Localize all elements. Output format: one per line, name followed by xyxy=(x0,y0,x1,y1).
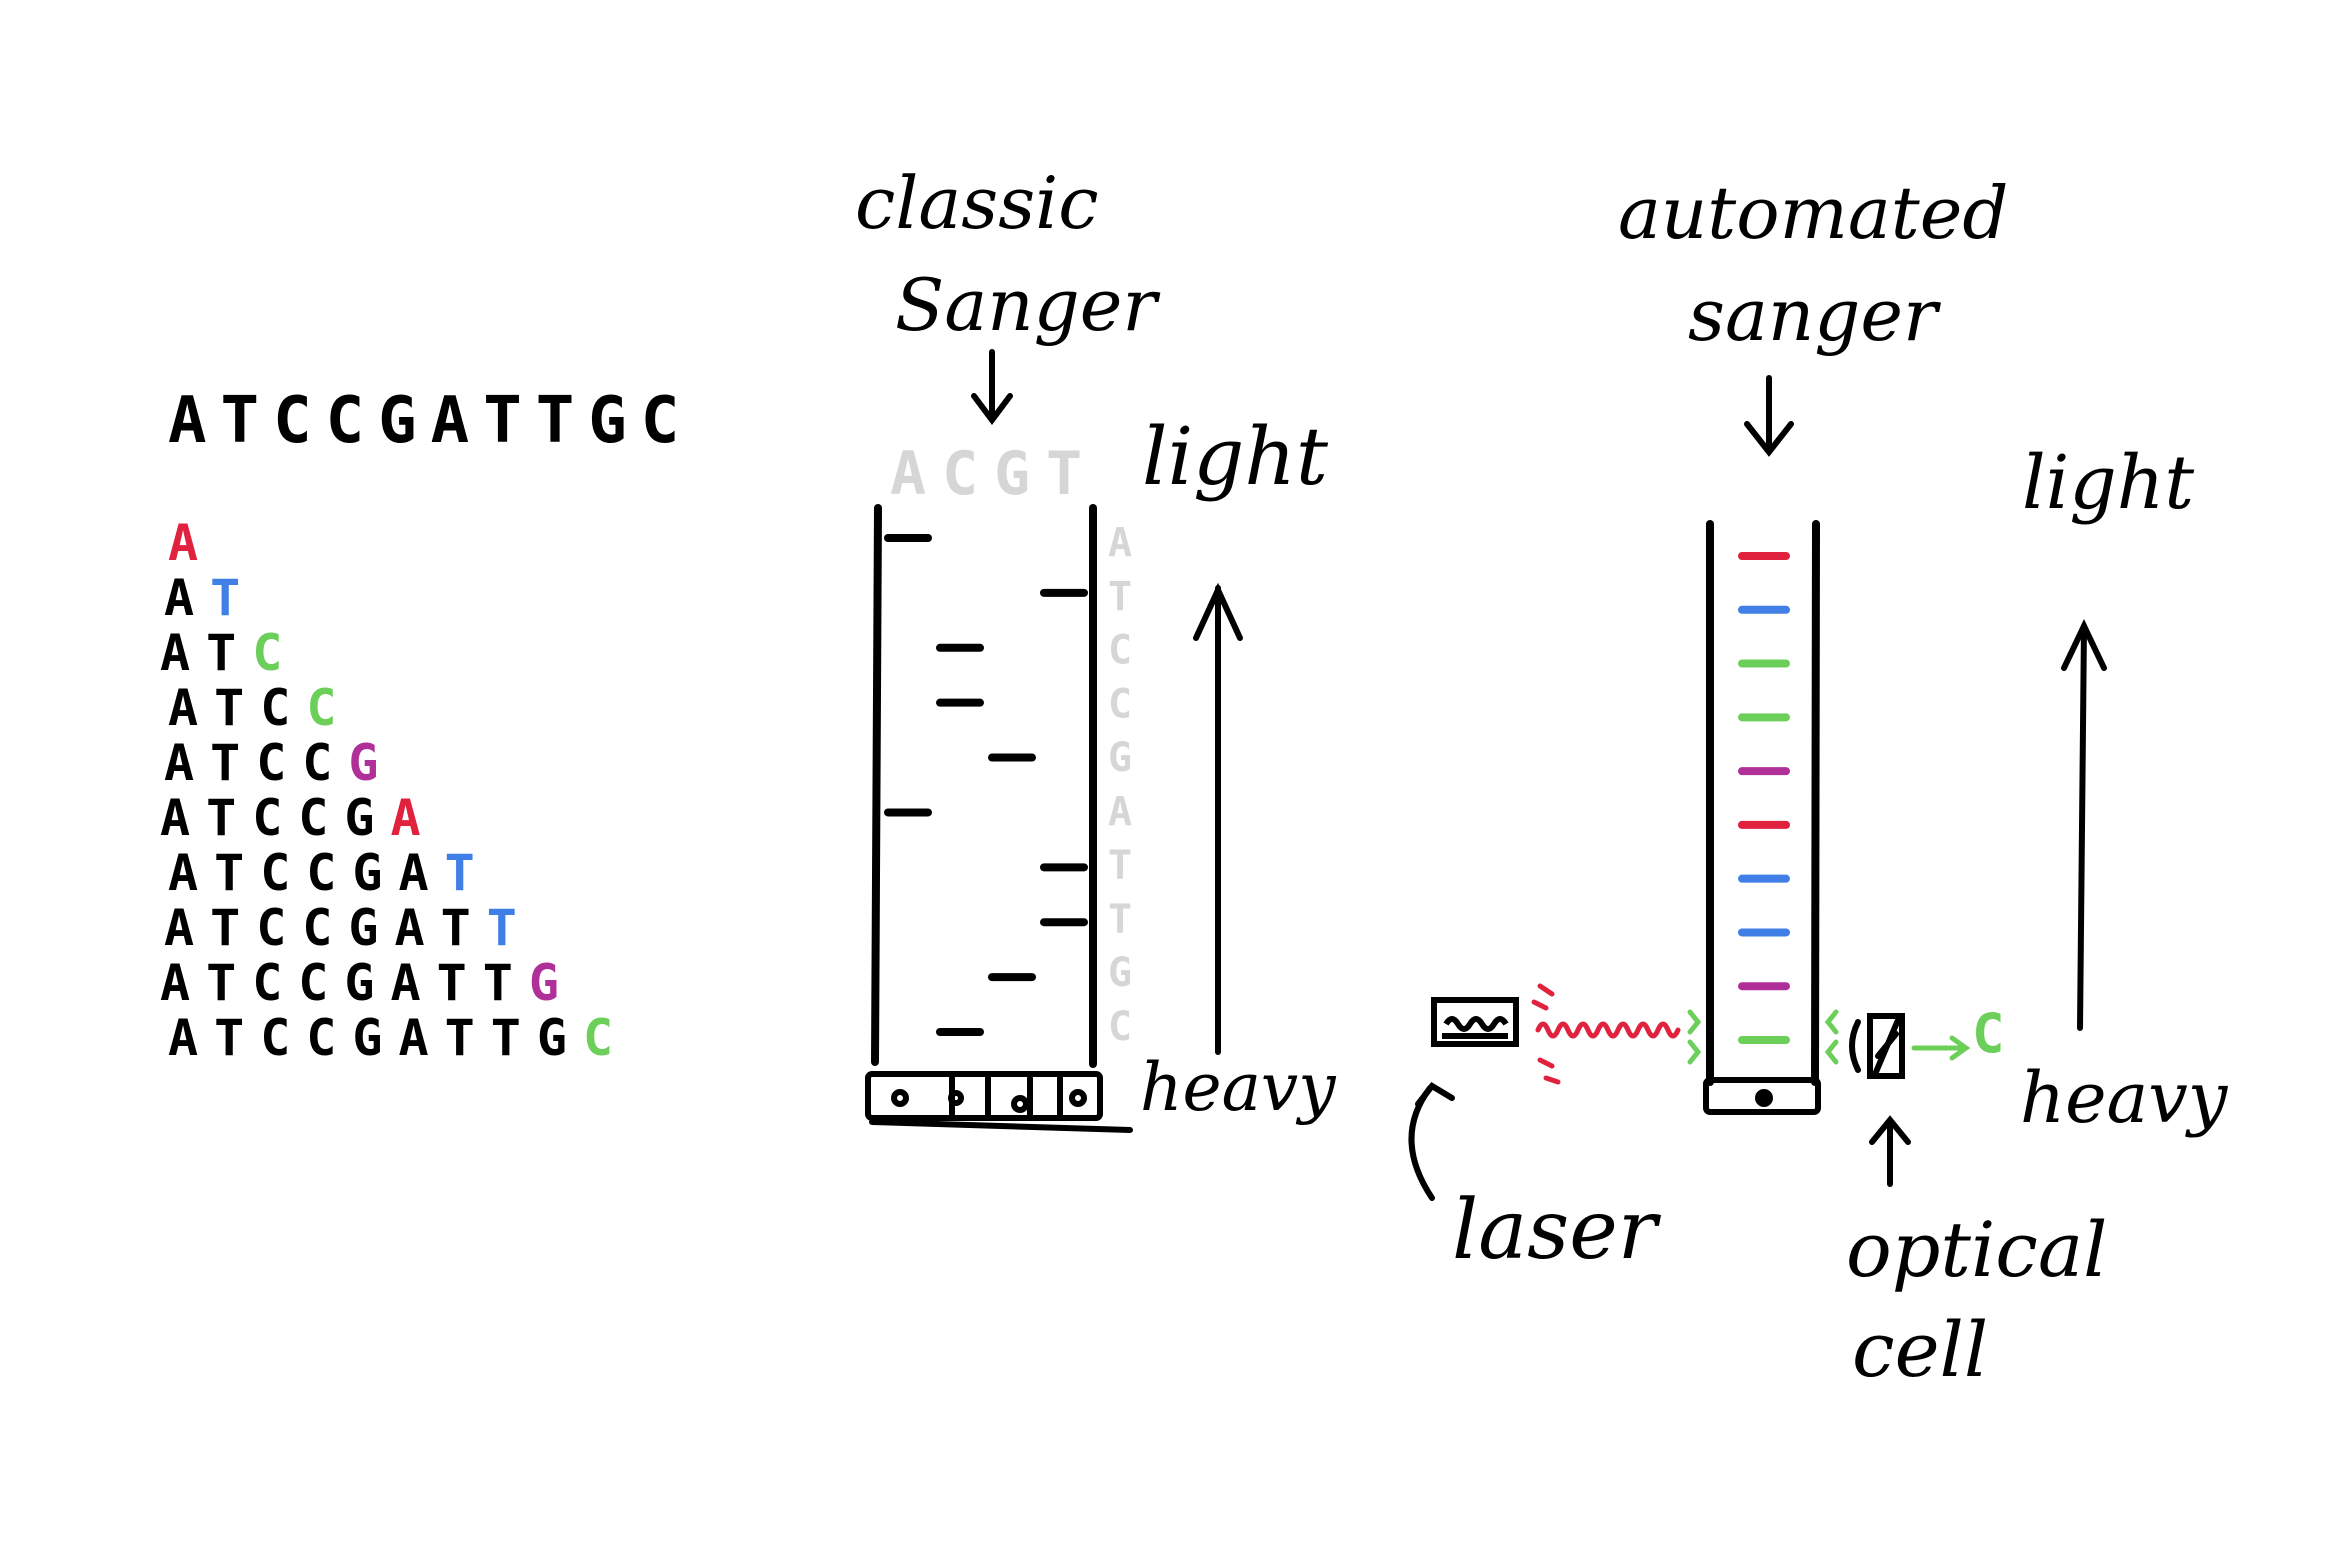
down-arrow-icon xyxy=(1744,375,1794,457)
optical-label-line1: optical xyxy=(1846,1205,2107,1294)
up-arrow-icon xyxy=(1193,582,1243,1055)
fragment-prefix: ATCCGATT xyxy=(160,954,529,1012)
automated-title-line2: sanger xyxy=(1688,273,1941,357)
fragment-terminal-base: C xyxy=(306,679,352,737)
read-letter-T: T xyxy=(1108,574,1132,620)
automated-light-label: light xyxy=(2022,440,2194,526)
fragment-terminal-base: T xyxy=(210,569,256,627)
fragment-row: ATCCGATTG xyxy=(160,954,575,1012)
automated-bands xyxy=(1738,552,1790,1044)
fragment-prefix: A xyxy=(164,569,210,627)
fragment-terminal-base: G xyxy=(348,734,394,792)
read-letter-A: A xyxy=(1108,520,1132,566)
laser-icon xyxy=(1431,997,1519,1047)
read-letter-C: C xyxy=(1108,1004,1132,1050)
fragment-prefix: ATCCGAT xyxy=(164,899,487,957)
optical-label-line2: cell xyxy=(1852,1305,1988,1394)
classic-bands xyxy=(884,534,1088,1036)
capillary-walls xyxy=(1706,520,1820,1086)
fragment-row: ATCC xyxy=(168,679,352,737)
fragment-terminal-base: C xyxy=(583,1009,629,1067)
fragment-prefix: ATC xyxy=(168,679,306,737)
automated-heavy-label: heavy xyxy=(2020,1057,2229,1139)
fragment-terminal-base: G xyxy=(529,954,575,1012)
sample-wells-icon xyxy=(865,1071,1133,1133)
automated-title-line1: automated xyxy=(1618,171,2008,255)
fragment-row: ATC xyxy=(160,624,298,682)
fragment-terminal-base: T xyxy=(445,844,491,902)
fragment-row: ATCCGATTGC xyxy=(168,1009,629,1067)
classic-title-line2: Sanger xyxy=(895,263,1160,347)
up-arrow-icon xyxy=(1869,1115,1911,1187)
full-sequence: ATCCGATTGC xyxy=(168,384,693,458)
fragment-row: ATCCGATT xyxy=(164,899,533,957)
read-letter-T: T xyxy=(1108,843,1132,889)
read-letter-G: G xyxy=(1108,950,1132,996)
lane-header-T: T xyxy=(1046,439,1082,509)
classic-read-letters: ATCCGATTGC xyxy=(1108,520,1132,1050)
gel-walls xyxy=(871,504,1097,1068)
fragment-row: ATCCG xyxy=(164,734,395,792)
laser-label: laser xyxy=(1452,1183,1662,1278)
fragment-prefix: AT xyxy=(160,624,252,682)
up-arrow-icon xyxy=(2061,619,2107,1031)
fragment-terminal-base: A xyxy=(391,789,437,847)
fragment-prefix: ATCC xyxy=(164,734,348,792)
lane-header-C: C xyxy=(942,439,978,509)
fragment-row: A xyxy=(168,514,214,572)
fragment-row: ATCCGA xyxy=(160,789,437,847)
detection-arrow xyxy=(1911,1035,1971,1061)
capillary-well xyxy=(1703,1077,1821,1115)
lane-header-G: G xyxy=(994,439,1030,509)
fragment-prefix: ATCCGA xyxy=(168,844,445,902)
fragment-prefix: ATCCG xyxy=(160,789,391,847)
fragment-row: ATCCGAT xyxy=(168,844,491,902)
fragment-terminal-base: A xyxy=(168,514,214,572)
fragment-row: AT xyxy=(164,569,256,627)
classic-light-label: light xyxy=(1142,410,1329,503)
fragment-prefix: ATCCGATTG xyxy=(168,1009,583,1067)
lane-header-A: A xyxy=(890,439,926,509)
laser-beam xyxy=(1531,983,1681,1085)
fluorescence-marks xyxy=(1687,1009,1839,1065)
fragment-terminal-base: C xyxy=(252,624,298,682)
read-letter-C: C xyxy=(1108,628,1132,674)
classic-heavy-label: heavy xyxy=(1140,1049,1336,1126)
detected-base: C xyxy=(1972,1002,2005,1065)
fragment-terminal-base: T xyxy=(487,899,533,957)
read-letter-A: A xyxy=(1108,789,1132,835)
read-letter-C: C xyxy=(1108,681,1132,727)
curved-arrow-icon xyxy=(1408,1082,1455,1201)
down-arrow-icon xyxy=(971,349,1013,425)
read-letter-G: G xyxy=(1108,735,1132,781)
read-letter-T: T xyxy=(1108,896,1132,942)
classic-title-line1: classic xyxy=(855,161,1099,245)
fragment-ladder: AATATCATCCATCCGATCCGAATCCGATATCCGATTATCC… xyxy=(160,514,629,1067)
optical-cell-icon xyxy=(1849,1013,1905,1079)
